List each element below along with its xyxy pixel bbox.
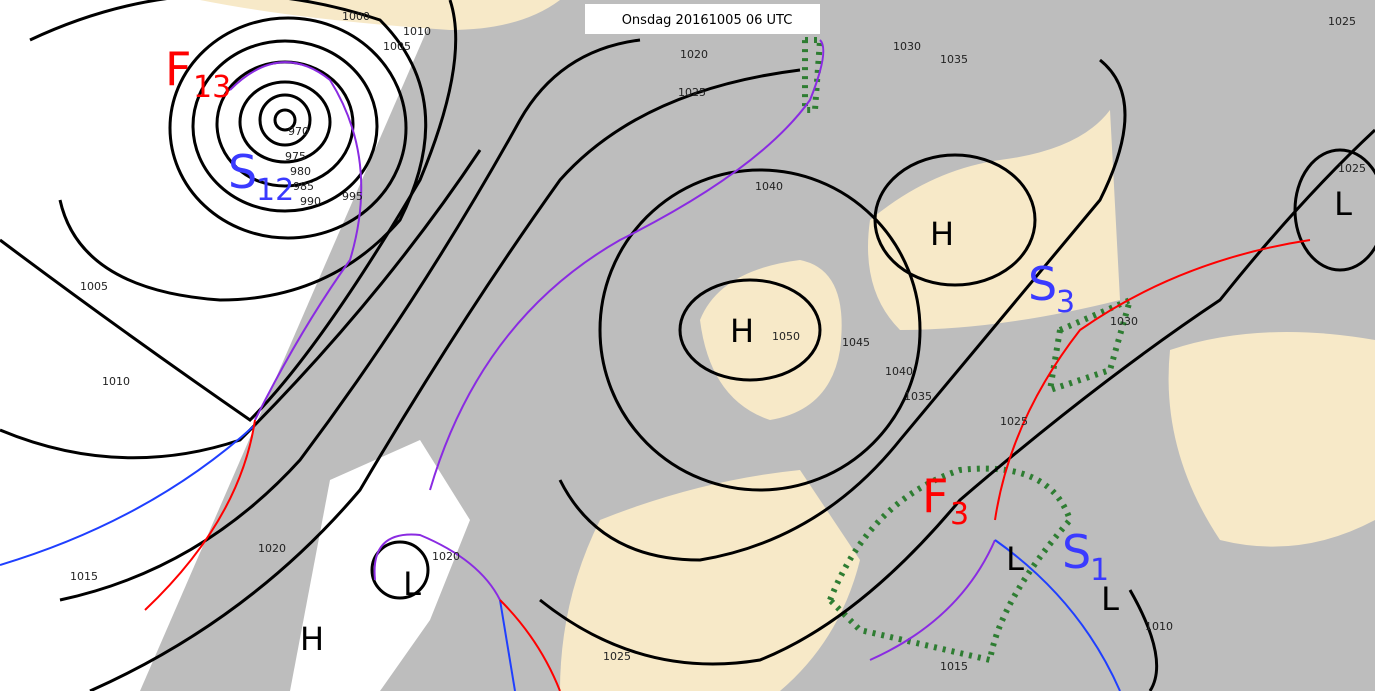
pressure-center: H xyxy=(930,215,954,253)
isobar-label: 1015 xyxy=(940,660,968,673)
isobar-label: 1010 xyxy=(102,375,130,388)
system-index: 13 xyxy=(193,70,231,105)
pressure-centers: H H H L L L L xyxy=(300,185,1352,658)
isobar-label: 1005 xyxy=(383,40,411,53)
isobar-label: 1030 xyxy=(1110,315,1138,328)
isobar-label: 1020 xyxy=(432,550,460,563)
title-box xyxy=(585,4,820,34)
isobar-label: 1035 xyxy=(940,53,968,66)
system-letter: F xyxy=(922,469,948,523)
isobar-label: 975 xyxy=(285,150,306,163)
isobar-label: 1010 xyxy=(403,25,431,38)
fronts xyxy=(0,39,1311,691)
isobar-label: 1040 xyxy=(885,365,913,378)
isobar-label: 1000 xyxy=(342,10,370,23)
precipitation-area xyxy=(802,37,1135,664)
pressure-center: L xyxy=(1334,185,1352,223)
isobar-label: 990 xyxy=(300,195,321,208)
system-letter: S xyxy=(1028,257,1057,311)
isobar-label: 1025 xyxy=(603,650,631,663)
pressure-center: H xyxy=(730,312,754,350)
isobar-label: 1025 xyxy=(1338,162,1366,175)
clear-area xyxy=(0,0,440,691)
pressure-center: L xyxy=(1006,540,1024,578)
isobar-label: 1015 xyxy=(70,570,98,583)
isobar-label: 1025 xyxy=(1000,415,1028,428)
isobar-label: 1005 xyxy=(80,280,108,293)
pressure-center: L xyxy=(1101,580,1119,618)
isobar-label: 1040 xyxy=(755,180,783,193)
isobar-label: 1050 xyxy=(772,330,800,343)
isobar-label: 1045 xyxy=(842,336,870,349)
isobar-label: 1025 xyxy=(678,86,706,99)
isobar-label: 995 xyxy=(342,190,363,203)
isobar-label: 1010 xyxy=(1145,620,1173,633)
system-letter: F xyxy=(165,42,191,96)
system-letter: S xyxy=(1062,525,1091,579)
isobar-label: 980 xyxy=(290,165,311,178)
isobar-label: 1020 xyxy=(258,542,286,555)
clear-area xyxy=(290,440,470,691)
pressure-center: H xyxy=(300,620,324,658)
system-index: 3 xyxy=(1056,285,1075,320)
pressure-center: L xyxy=(403,565,421,603)
isobar-label: 985 xyxy=(293,180,314,193)
system-index: 1 xyxy=(1090,553,1109,588)
isobar-label: 1025 xyxy=(1328,15,1356,28)
isobar-label: 970 xyxy=(288,125,309,138)
system-index: 12 xyxy=(256,173,294,208)
isobar-label: 1030 xyxy=(893,40,921,53)
isobar-labels: 970 975 980 985 990 995 1000 1005 1010 1005 1010 10… xyxy=(70,10,1366,673)
map-title: Onsdag 20161005 06 UTC xyxy=(622,13,793,28)
isobar-label: 1020 xyxy=(680,48,708,61)
system-index: 3 xyxy=(950,497,969,532)
system-letter: S xyxy=(228,145,257,199)
land xyxy=(200,0,1375,691)
isobar-label: 1035 xyxy=(904,390,932,403)
